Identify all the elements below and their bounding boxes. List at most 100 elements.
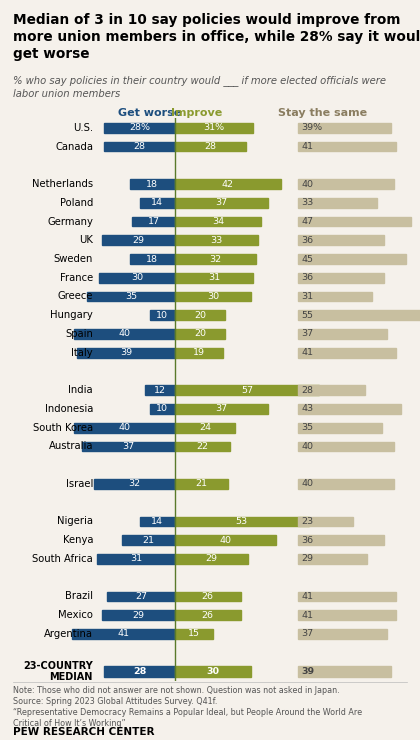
Text: 36: 36 xyxy=(301,536,313,545)
Bar xyxy=(175,554,248,564)
Text: Mexico: Mexico xyxy=(58,610,93,620)
Bar xyxy=(175,217,261,226)
Text: 29: 29 xyxy=(132,610,144,619)
Text: 18: 18 xyxy=(146,180,158,189)
Text: 45: 45 xyxy=(301,255,313,263)
Text: 53: 53 xyxy=(236,517,248,526)
Bar xyxy=(105,123,175,132)
Text: PEW RESEARCH CENTER: PEW RESEARCH CENTER xyxy=(13,727,154,737)
Text: 28: 28 xyxy=(133,667,147,676)
Bar xyxy=(298,254,406,264)
Bar xyxy=(130,179,175,189)
Text: 33: 33 xyxy=(301,198,313,207)
Bar xyxy=(298,610,396,620)
Bar xyxy=(102,235,175,245)
Text: 57: 57 xyxy=(241,386,253,394)
Bar xyxy=(298,423,382,433)
Text: 34: 34 xyxy=(212,217,224,226)
Bar xyxy=(298,442,394,451)
Text: Canada: Canada xyxy=(55,141,93,152)
Text: 40: 40 xyxy=(301,442,313,451)
Text: 47: 47 xyxy=(301,217,313,226)
Bar xyxy=(175,273,253,283)
Text: 31: 31 xyxy=(301,292,313,301)
Text: 14: 14 xyxy=(151,517,163,526)
Text: 26: 26 xyxy=(202,592,214,601)
Bar xyxy=(175,442,231,451)
Bar xyxy=(175,629,213,639)
Bar xyxy=(175,179,281,189)
Bar xyxy=(82,442,175,451)
Bar xyxy=(298,141,396,152)
Text: 31: 31 xyxy=(208,273,220,282)
Text: Hungary: Hungary xyxy=(50,310,93,320)
Text: UK: UK xyxy=(79,235,93,245)
Bar xyxy=(105,141,175,152)
Text: Kenya: Kenya xyxy=(63,535,93,545)
Bar xyxy=(298,479,394,489)
Text: 17: 17 xyxy=(147,217,160,226)
Text: 41: 41 xyxy=(301,142,313,151)
Text: 32: 32 xyxy=(129,480,141,488)
Bar xyxy=(175,141,246,152)
Bar xyxy=(298,217,410,226)
Text: Spain: Spain xyxy=(65,329,93,339)
Bar xyxy=(298,517,353,526)
Text: 43: 43 xyxy=(301,405,313,414)
Text: 23-COUNTRY
MEDIAN: 23-COUNTRY MEDIAN xyxy=(23,661,93,682)
Bar xyxy=(100,273,175,283)
Bar xyxy=(298,665,391,677)
Bar xyxy=(94,479,175,489)
Text: 14: 14 xyxy=(151,198,163,207)
Bar xyxy=(175,329,226,339)
Bar xyxy=(105,665,175,677)
Bar xyxy=(175,423,236,433)
Text: 40: 40 xyxy=(301,480,313,488)
Bar xyxy=(175,198,268,208)
Text: 40: 40 xyxy=(301,180,313,189)
Bar xyxy=(175,479,228,489)
Text: 27: 27 xyxy=(135,592,147,601)
Text: 37: 37 xyxy=(122,442,134,451)
Bar xyxy=(122,535,175,545)
Bar xyxy=(97,554,175,564)
Text: 37: 37 xyxy=(215,405,228,414)
Text: Nigeria: Nigeria xyxy=(57,517,93,526)
Bar xyxy=(107,591,175,602)
Bar xyxy=(140,198,175,208)
Bar xyxy=(175,517,309,526)
Text: 30: 30 xyxy=(207,292,219,301)
Bar xyxy=(175,386,319,395)
Bar xyxy=(298,629,386,639)
Bar xyxy=(145,386,175,395)
Text: South Africa: South Africa xyxy=(32,554,93,564)
Text: Median of 3 in 10 say policies would improve from
more union members in office, : Median of 3 in 10 say policies would imp… xyxy=(13,13,420,61)
Text: Note: Those who did not answer are not shown. Question was not asked in Japan.
S: Note: Those who did not answer are not s… xyxy=(13,686,362,728)
Bar xyxy=(175,254,256,264)
Text: Get worse: Get worse xyxy=(118,108,181,118)
Text: 21: 21 xyxy=(142,536,155,545)
Text: 15: 15 xyxy=(188,630,200,639)
Text: India: India xyxy=(68,386,93,395)
Text: 41: 41 xyxy=(301,349,313,357)
Bar xyxy=(175,404,268,414)
Bar xyxy=(175,665,251,677)
Text: 23: 23 xyxy=(301,517,313,526)
Text: 28%: 28% xyxy=(129,124,150,132)
Text: 28: 28 xyxy=(134,142,146,151)
Bar xyxy=(77,348,175,357)
Text: Indonesia: Indonesia xyxy=(45,404,93,414)
Text: 35: 35 xyxy=(301,423,313,432)
Bar xyxy=(150,310,175,320)
Bar xyxy=(175,235,258,245)
Text: 33: 33 xyxy=(210,236,223,245)
Text: Stay the same: Stay the same xyxy=(278,108,368,118)
Text: 19: 19 xyxy=(193,349,205,357)
Text: 18: 18 xyxy=(146,255,158,263)
Text: Improve: Improve xyxy=(171,108,223,118)
Bar xyxy=(74,329,175,339)
Text: 26: 26 xyxy=(202,610,214,619)
Bar xyxy=(298,179,394,189)
Bar xyxy=(298,348,396,357)
Text: 39: 39 xyxy=(120,349,132,357)
